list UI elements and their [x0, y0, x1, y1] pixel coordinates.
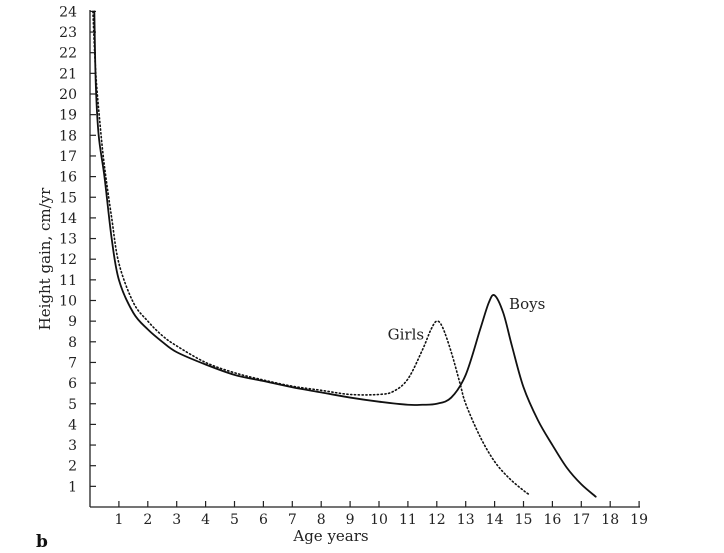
series-line-girls: [92, 10, 531, 496]
y-tick-label: 19: [59, 108, 77, 124]
series-line-boys: [93, 10, 597, 498]
y-tick-label: 21: [59, 66, 77, 82]
y-axis-title: Height gain, cm/yr: [36, 187, 54, 331]
x-tick-label: 15: [515, 512, 533, 528]
y-tick-label: 18: [59, 128, 77, 144]
y-tick-label: 3: [68, 438, 77, 454]
x-axis-title: Age years: [292, 527, 368, 545]
x-tick-label: 17: [572, 512, 590, 528]
series-label-boys: Boys: [509, 295, 545, 313]
x-tick-label: 5: [230, 512, 239, 528]
x-tick-label: 7: [288, 512, 297, 528]
y-tick-label: 12: [59, 252, 77, 268]
x-tick-label: 2: [143, 512, 152, 528]
x-tick-label: 13: [457, 512, 475, 528]
y-tick-label: 5: [68, 397, 77, 413]
y-tick-label: 8: [68, 335, 77, 351]
y-tick-label: 13: [59, 232, 77, 248]
x-tick-label: 18: [601, 512, 619, 528]
y-tick-label: 23: [59, 25, 77, 41]
y-tick-label: 15: [59, 190, 77, 206]
y-tick-label: 9: [68, 314, 77, 330]
series-labels: Boys Girls: [388, 295, 546, 344]
axes: [89, 10, 640, 508]
x-ticks: 1 2 3 4 5 6 7 8 9 10 11 12 13 14 15 16 17 18 19: [114, 501, 648, 528]
series-label-girls: Girls: [388, 326, 424, 344]
x-tick-label: 8: [317, 512, 326, 528]
x-tick-label: 4: [201, 512, 210, 528]
x-tick-label: 10: [370, 512, 388, 528]
x-tick-label: 19: [630, 512, 648, 528]
y-tick-label: 17: [59, 149, 77, 165]
x-tick-label: 6: [259, 512, 268, 528]
panel-label: b: [36, 532, 48, 552]
series: [92, 10, 597, 498]
y-tick-label: 22: [59, 46, 77, 62]
y-tick-label: 2: [68, 459, 77, 475]
x-tick-label: 9: [346, 512, 355, 528]
y-tick-label: 16: [59, 170, 77, 186]
x-tick-label: 11: [399, 512, 417, 528]
y-tick-label: 6: [68, 376, 77, 392]
x-tick-label: 12: [428, 512, 446, 528]
x-tick-label: 1: [114, 512, 123, 528]
y-tick-label: 20: [59, 87, 77, 103]
y-tick-label: 7: [68, 355, 77, 371]
x-tick-label: 14: [486, 512, 504, 528]
y-tick-label: 24: [59, 4, 77, 20]
x-tick-label: 16: [543, 512, 561, 528]
y-tick-label: 10: [59, 294, 77, 310]
x-tick-label: 3: [172, 512, 181, 528]
y-tick-label: 14: [59, 211, 77, 227]
y-tick-label: 1: [68, 479, 77, 495]
y-tick-label: 4: [68, 417, 77, 433]
y-tick-label: 11: [59, 273, 77, 289]
